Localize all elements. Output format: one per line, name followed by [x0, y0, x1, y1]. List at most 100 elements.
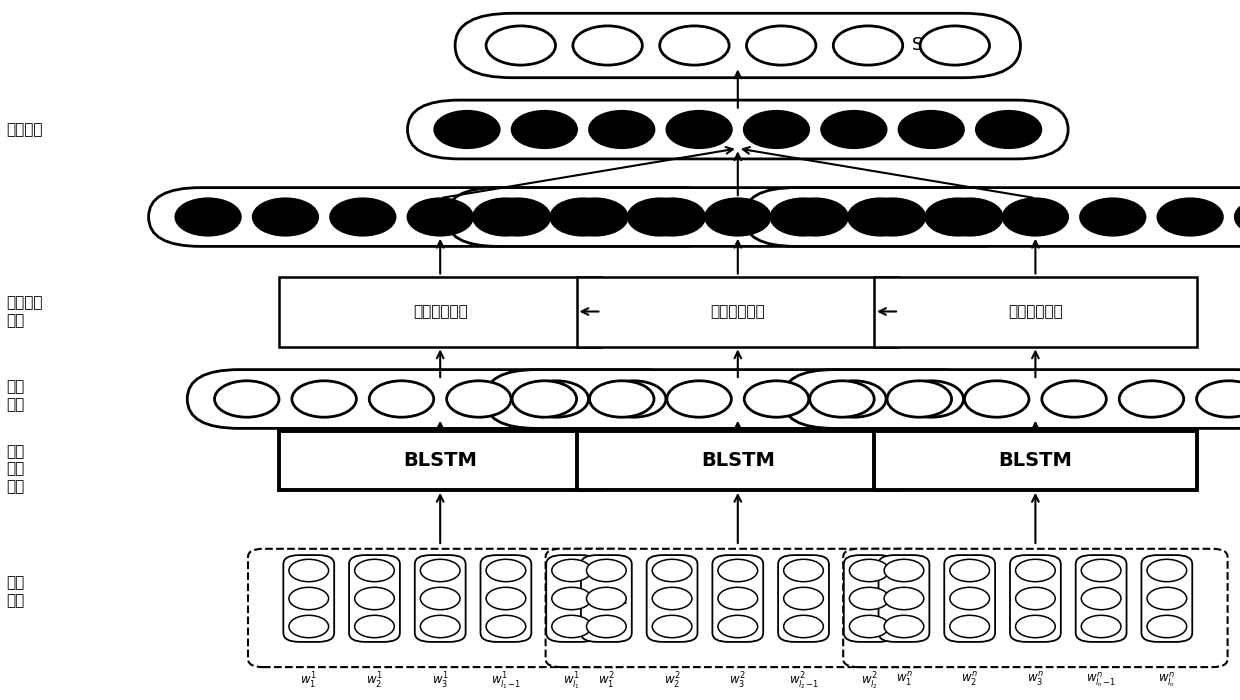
Circle shape — [1147, 559, 1187, 582]
Text: $w_{l_n}^n$: $w_{l_n}^n$ — [1158, 671, 1176, 690]
Circle shape — [1081, 559, 1121, 582]
FancyBboxPatch shape — [187, 370, 693, 428]
Circle shape — [950, 615, 990, 638]
Text: $w_1^2$: $w_1^2$ — [598, 671, 615, 691]
FancyBboxPatch shape — [279, 430, 601, 490]
Circle shape — [784, 587, 823, 610]
Text: 卷积神经网络: 卷积神经网络 — [1008, 304, 1063, 319]
FancyBboxPatch shape — [874, 276, 1197, 346]
Circle shape — [420, 587, 460, 610]
Text: BLSTM: BLSTM — [701, 451, 775, 470]
Circle shape — [718, 615, 758, 638]
Circle shape — [512, 381, 577, 417]
FancyBboxPatch shape — [782, 370, 1240, 428]
Text: 卷积神经网络: 卷积神经网络 — [413, 304, 467, 319]
Circle shape — [486, 587, 526, 610]
Circle shape — [718, 587, 758, 610]
Circle shape — [551, 199, 615, 235]
Circle shape — [552, 587, 591, 610]
FancyBboxPatch shape — [279, 276, 601, 346]
Circle shape — [937, 199, 1002, 235]
Circle shape — [744, 381, 808, 417]
Circle shape — [1003, 199, 1068, 235]
Text: $w_{l_2}^2$: $w_{l_2}^2$ — [861, 671, 878, 692]
FancyBboxPatch shape — [1076, 555, 1127, 642]
Circle shape — [652, 559, 692, 582]
Circle shape — [446, 381, 511, 417]
FancyBboxPatch shape — [577, 430, 899, 490]
Circle shape — [884, 615, 924, 638]
Circle shape — [887, 381, 951, 417]
Circle shape — [784, 559, 823, 582]
Circle shape — [1080, 199, 1145, 235]
Circle shape — [435, 111, 500, 148]
Circle shape — [899, 381, 963, 417]
FancyBboxPatch shape — [485, 370, 991, 428]
Circle shape — [486, 615, 526, 638]
Circle shape — [420, 615, 460, 638]
Circle shape — [1016, 587, 1055, 610]
Circle shape — [833, 26, 903, 65]
Circle shape — [1235, 199, 1240, 235]
FancyBboxPatch shape — [1009, 555, 1060, 642]
Text: $w_{l_2\!-\!1}^2$: $w_{l_2\!-\!1}^2$ — [789, 671, 818, 692]
Circle shape — [355, 615, 394, 638]
Circle shape — [861, 199, 925, 235]
Circle shape — [1081, 615, 1121, 638]
Circle shape — [355, 559, 394, 582]
Circle shape — [587, 615, 626, 638]
FancyBboxPatch shape — [1142, 555, 1193, 642]
Circle shape — [589, 381, 653, 417]
FancyBboxPatch shape — [408, 100, 1068, 159]
Circle shape — [849, 615, 889, 638]
Circle shape — [822, 381, 887, 417]
Circle shape — [331, 199, 396, 235]
Circle shape — [1147, 615, 1187, 638]
Text: BLSTM: BLSTM — [403, 451, 477, 470]
Circle shape — [289, 587, 329, 610]
FancyBboxPatch shape — [546, 549, 930, 667]
Text: 句子
语义
组合: 句子 语义 组合 — [6, 444, 25, 494]
Circle shape — [176, 199, 241, 235]
Circle shape — [289, 615, 329, 638]
Circle shape — [782, 199, 847, 235]
FancyBboxPatch shape — [248, 549, 632, 667]
Circle shape — [771, 199, 836, 235]
Circle shape — [552, 559, 591, 582]
FancyBboxPatch shape — [455, 13, 1021, 78]
Text: Softmax: Softmax — [911, 36, 986, 55]
Circle shape — [1120, 381, 1184, 417]
Circle shape — [884, 559, 924, 582]
FancyBboxPatch shape — [149, 188, 732, 246]
Circle shape — [355, 587, 394, 610]
Circle shape — [601, 381, 666, 417]
Circle shape — [1042, 381, 1106, 417]
Text: 句子
表示: 句子 表示 — [6, 379, 25, 412]
Circle shape — [474, 199, 538, 235]
Text: ......: ...... — [594, 390, 629, 408]
Circle shape — [573, 26, 642, 65]
Circle shape — [589, 111, 653, 148]
Text: 词语
表示: 词语 表示 — [6, 575, 25, 608]
Circle shape — [486, 559, 526, 582]
Text: $w_1^1$: $w_1^1$ — [300, 671, 317, 691]
Circle shape — [667, 381, 732, 417]
Circle shape — [1147, 587, 1187, 610]
FancyBboxPatch shape — [712, 555, 764, 642]
Circle shape — [746, 26, 816, 65]
FancyBboxPatch shape — [779, 555, 830, 642]
Circle shape — [640, 199, 704, 235]
FancyBboxPatch shape — [546, 555, 596, 642]
Circle shape — [629, 199, 693, 235]
Circle shape — [420, 559, 460, 582]
Circle shape — [706, 199, 770, 235]
Text: 卷积神经网络: 卷积神经网络 — [711, 304, 765, 319]
Text: $w_3^1$: $w_3^1$ — [432, 671, 449, 691]
Circle shape — [587, 587, 626, 610]
Text: $w_2^n$: $w_2^n$ — [961, 671, 978, 688]
Circle shape — [253, 199, 317, 235]
Circle shape — [884, 587, 924, 610]
Circle shape — [552, 615, 591, 638]
Circle shape — [926, 199, 991, 235]
Circle shape — [965, 381, 1029, 417]
